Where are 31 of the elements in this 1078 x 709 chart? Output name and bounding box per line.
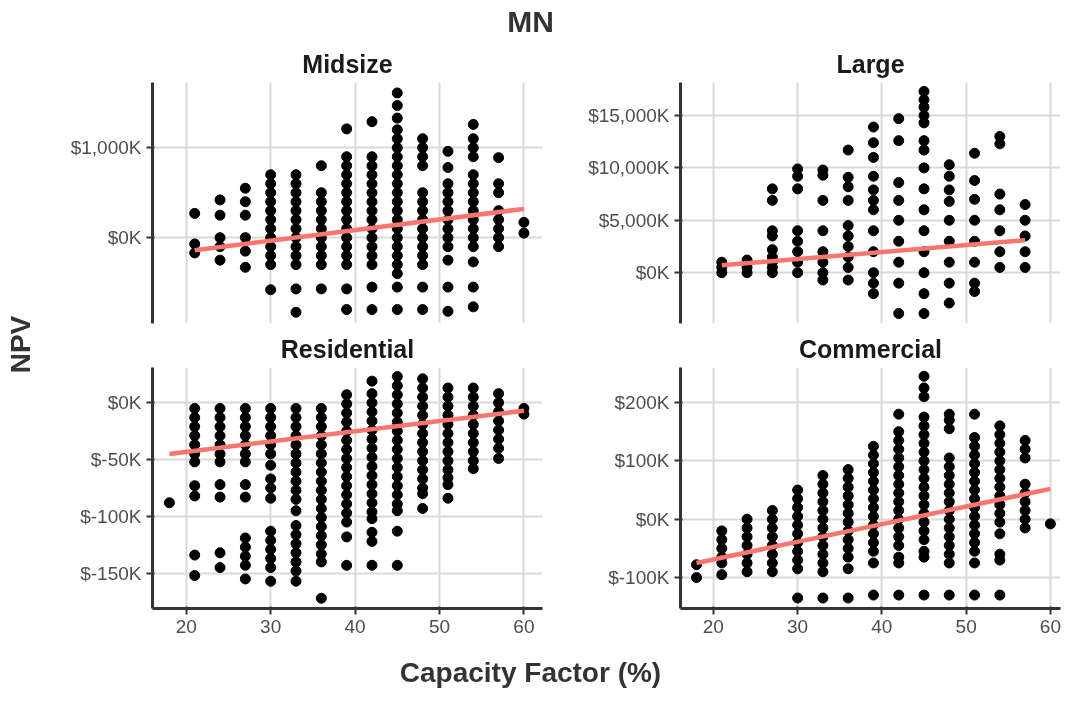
y-axis-title: NPV (5, 315, 36, 374)
x-tick-label: 20 (702, 615, 724, 637)
y-tick-label: $1,000K (70, 137, 142, 159)
y-tick-label: $0K (107, 227, 142, 249)
x-tick-label: 40 (344, 615, 366, 637)
y-tick-label: $0K (635, 262, 670, 284)
x-tick-label: 20 (175, 615, 197, 637)
x-tick-label: 60 (1039, 615, 1061, 637)
x-tick-label: 60 (513, 615, 535, 637)
x-tick-label: 50 (428, 615, 451, 637)
chart-title: Midsize (302, 49, 393, 78)
y-tick-label: $-100K (80, 505, 142, 527)
x-tick-label: 50 (955, 615, 977, 637)
y-tick-label: $200K (614, 392, 670, 414)
x-tick-label: 40 (871, 615, 893, 637)
x-axis-title: Capacity Factor (%) (399, 657, 662, 688)
chart-title: Commercial (798, 334, 943, 363)
x-tick-label: 30 (260, 615, 282, 637)
text: MN (507, 5, 554, 38)
y-tick-label: $10,000K (588, 157, 670, 179)
y-tick-label: $-150K (80, 562, 142, 584)
y-tick-label: $5,000K (598, 209, 670, 231)
y-tick-label: $15,000K (588, 105, 670, 127)
chart-title: Residential (280, 334, 415, 363)
chart-title: Large (836, 49, 905, 78)
y-tick-label: $100K (614, 450, 670, 472)
y-tick-label: $-50K (90, 449, 142, 471)
y-tick-label: $0K (635, 508, 670, 530)
y-tick-label: $0K (107, 392, 142, 414)
x-tick-label: 30 (787, 615, 809, 637)
y-tick-label: $-100K (608, 567, 670, 589)
